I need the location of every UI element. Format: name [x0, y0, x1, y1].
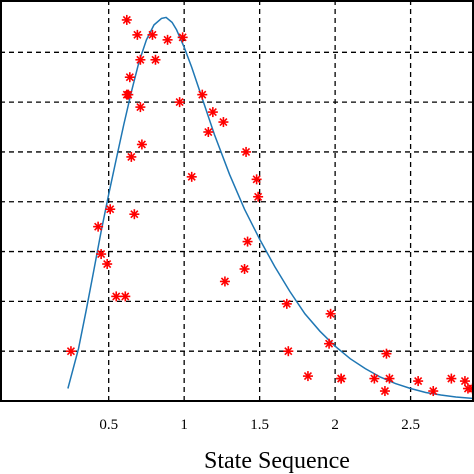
- data-point: [111, 291, 122, 302]
- data-point: [123, 89, 134, 100]
- fitted-curve: [67, 16, 474, 400]
- data-point: [281, 298, 292, 309]
- data-point: [120, 291, 131, 302]
- x-axis-label: State Sequence: [204, 448, 350, 474]
- data-point: [384, 373, 395, 384]
- x-tick-label: 2.5: [401, 417, 420, 433]
- data-point: [336, 373, 347, 384]
- data-point: [459, 376, 470, 387]
- data-point: [177, 32, 188, 43]
- data-point: [132, 29, 143, 40]
- data-point: [186, 171, 197, 182]
- data-point: [124, 72, 135, 83]
- data-point: [65, 346, 76, 357]
- data-point: [96, 249, 107, 260]
- plot-frame: [0, 0, 474, 402]
- data-point: [162, 34, 173, 45]
- data-point: [253, 191, 264, 202]
- data-point: [105, 204, 116, 215]
- x-tick-label: 0.5: [99, 417, 118, 433]
- data-point: [446, 373, 457, 384]
- data-point: [369, 373, 380, 384]
- data-point: [242, 236, 253, 247]
- data-point: [126, 151, 137, 162]
- data-point: [251, 174, 262, 185]
- data-point: [121, 14, 132, 25]
- data-point: [147, 29, 158, 40]
- data-point: [379, 386, 390, 397]
- data-point: [381, 348, 392, 359]
- x-tick-label: 1.5: [250, 417, 269, 433]
- data-point: [135, 54, 146, 65]
- data-point: [93, 221, 104, 232]
- data-point: [136, 139, 147, 150]
- data-point: [219, 276, 230, 287]
- data-point: [218, 117, 229, 128]
- data-point: [241, 146, 252, 157]
- data-point: [302, 371, 313, 382]
- data-point: [325, 308, 336, 319]
- data-point: [283, 346, 294, 357]
- x-tick-label: 2: [331, 417, 339, 433]
- data-point: [428, 386, 439, 397]
- data-point: [207, 107, 218, 118]
- grid-lines: [0, 0, 474, 401]
- data-point: [203, 127, 214, 138]
- data-point: [174, 97, 185, 108]
- x-tick-labels: 0.5 1 1.5 2 2.5: [99, 417, 420, 433]
- data-point: [150, 54, 161, 65]
- data-points: [65, 14, 474, 397]
- data-point: [102, 259, 113, 270]
- data-point: [324, 338, 335, 349]
- data-point: [135, 102, 146, 113]
- data-point: [129, 209, 140, 220]
- data-point: [239, 263, 250, 274]
- data-point: [197, 89, 208, 100]
- x-tick-label: 1: [180, 417, 188, 433]
- data-point: [413, 376, 424, 387]
